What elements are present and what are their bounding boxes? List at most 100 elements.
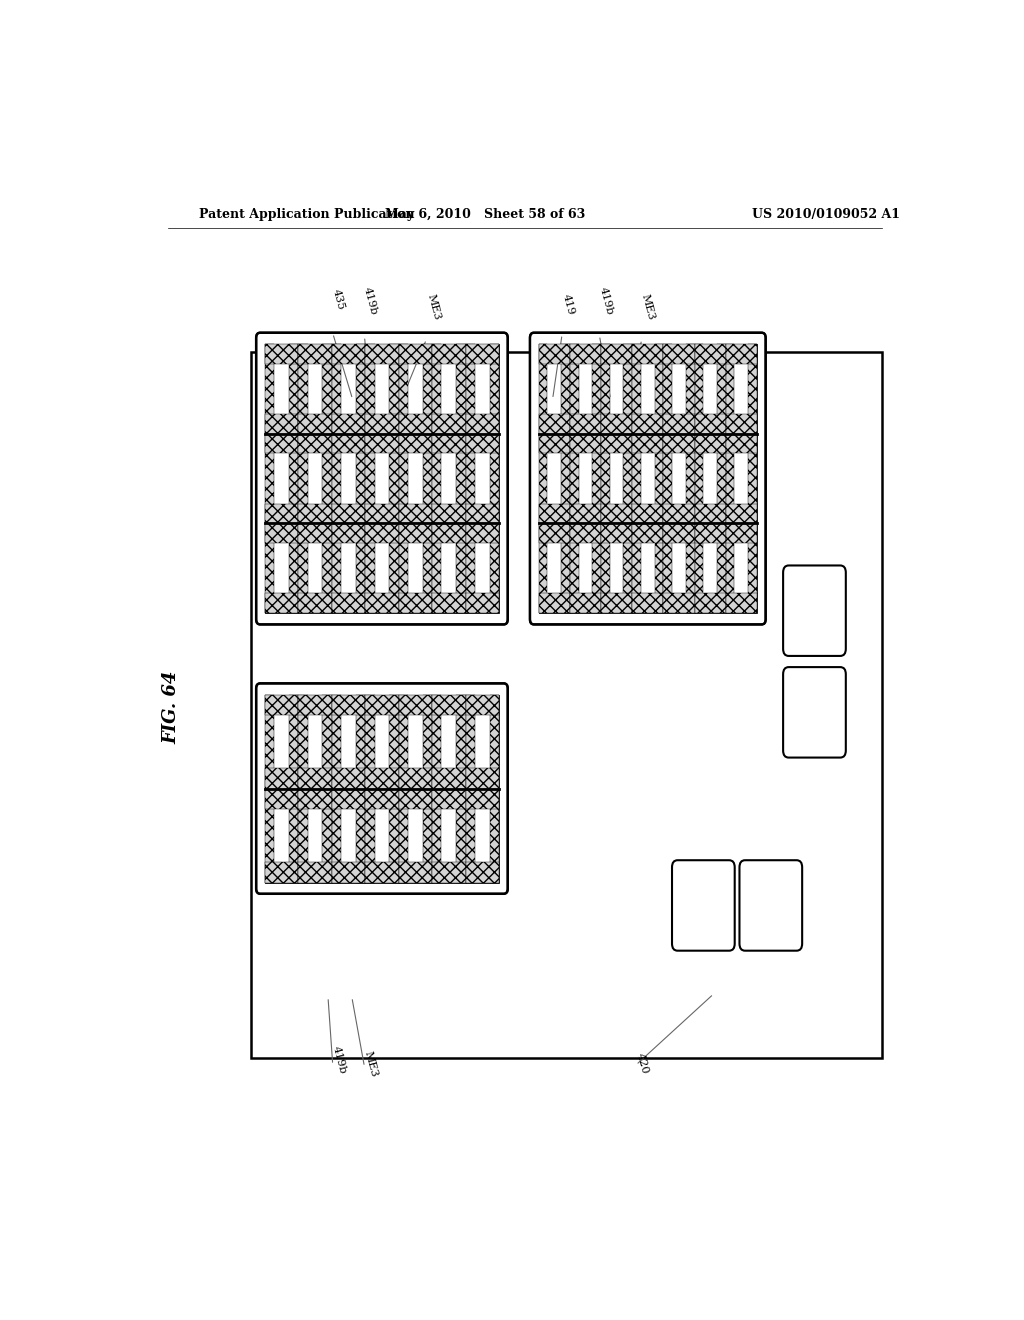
Text: 435: 435 bbox=[331, 288, 345, 312]
Bar bbox=[466, 504, 499, 524]
Bar bbox=[432, 694, 466, 715]
Bar bbox=[601, 524, 632, 614]
Bar bbox=[366, 434, 398, 524]
Bar bbox=[366, 788, 375, 883]
Bar bbox=[398, 414, 432, 434]
Bar bbox=[457, 788, 466, 883]
Bar bbox=[592, 345, 601, 434]
Bar bbox=[356, 434, 366, 524]
Bar bbox=[265, 504, 298, 524]
Bar bbox=[601, 594, 632, 614]
Bar bbox=[298, 788, 332, 809]
Bar bbox=[539, 434, 570, 454]
Bar bbox=[366, 345, 398, 363]
Bar bbox=[265, 788, 298, 809]
Bar bbox=[489, 524, 499, 614]
Text: ME3: ME3 bbox=[640, 293, 656, 321]
Text: FIG. 64: FIG. 64 bbox=[163, 671, 180, 744]
Bar bbox=[466, 524, 499, 544]
Bar bbox=[539, 434, 548, 524]
Bar bbox=[489, 434, 499, 524]
Bar bbox=[323, 694, 332, 788]
Bar bbox=[664, 345, 694, 434]
Bar bbox=[398, 594, 432, 614]
Bar bbox=[570, 524, 579, 614]
Bar bbox=[466, 862, 499, 883]
Bar bbox=[265, 434, 274, 524]
Bar bbox=[432, 524, 441, 614]
Bar bbox=[539, 345, 570, 363]
Bar bbox=[432, 434, 466, 524]
Bar bbox=[289, 694, 298, 788]
Bar bbox=[726, 434, 757, 454]
Bar bbox=[726, 345, 757, 363]
Bar bbox=[694, 434, 726, 454]
Bar bbox=[432, 694, 466, 788]
Bar bbox=[726, 434, 757, 524]
Bar bbox=[726, 524, 757, 544]
Bar bbox=[632, 414, 664, 434]
Text: 419b: 419b bbox=[331, 1045, 347, 1076]
Bar bbox=[398, 768, 432, 788]
Bar bbox=[561, 345, 570, 434]
Text: Patent Application Publication: Patent Application Publication bbox=[200, 207, 415, 220]
Bar bbox=[539, 524, 548, 614]
Bar bbox=[265, 524, 298, 614]
Bar bbox=[601, 345, 609, 434]
Bar bbox=[332, 524, 366, 544]
Bar bbox=[624, 345, 632, 434]
Bar bbox=[298, 788, 307, 883]
Bar bbox=[265, 594, 298, 614]
Bar bbox=[366, 694, 398, 788]
Bar bbox=[539, 594, 570, 614]
Bar bbox=[664, 434, 672, 524]
Bar bbox=[632, 434, 664, 454]
Bar bbox=[570, 345, 579, 434]
Bar bbox=[489, 694, 499, 788]
FancyBboxPatch shape bbox=[783, 565, 846, 656]
Bar bbox=[570, 524, 601, 544]
Bar bbox=[749, 524, 757, 614]
Bar bbox=[632, 524, 664, 614]
Bar bbox=[265, 862, 298, 883]
Bar bbox=[298, 524, 332, 544]
Bar bbox=[298, 414, 332, 434]
Bar bbox=[332, 694, 366, 715]
Bar bbox=[332, 862, 366, 883]
Bar bbox=[539, 345, 548, 434]
Bar bbox=[265, 694, 298, 715]
FancyBboxPatch shape bbox=[530, 333, 766, 624]
Bar bbox=[432, 788, 441, 883]
Bar bbox=[632, 524, 641, 614]
Bar bbox=[686, 524, 694, 614]
Bar bbox=[664, 524, 694, 614]
Bar bbox=[749, 345, 757, 434]
Bar bbox=[332, 434, 341, 524]
Bar bbox=[423, 345, 432, 434]
Bar bbox=[398, 694, 432, 788]
Text: 420: 420 bbox=[634, 1052, 649, 1076]
Bar bbox=[398, 434, 432, 524]
Bar bbox=[466, 434, 499, 524]
Bar bbox=[366, 345, 398, 434]
Bar bbox=[664, 594, 694, 614]
Bar bbox=[694, 524, 703, 614]
Bar bbox=[366, 862, 398, 883]
Bar bbox=[356, 524, 366, 614]
Bar bbox=[539, 504, 570, 524]
Bar bbox=[726, 345, 757, 434]
Bar bbox=[466, 524, 499, 614]
Bar bbox=[664, 524, 694, 544]
Bar bbox=[332, 524, 341, 614]
Bar bbox=[298, 694, 332, 788]
Bar bbox=[265, 345, 274, 434]
Bar bbox=[432, 524, 466, 544]
Bar bbox=[592, 434, 601, 524]
Bar bbox=[466, 524, 475, 614]
Text: May 6, 2010   Sheet 58 of 63: May 6, 2010 Sheet 58 of 63 bbox=[385, 207, 586, 220]
Bar bbox=[432, 768, 466, 788]
Text: 419b: 419b bbox=[598, 286, 614, 315]
Bar bbox=[632, 434, 641, 524]
Bar bbox=[601, 414, 632, 434]
Bar bbox=[298, 434, 332, 454]
